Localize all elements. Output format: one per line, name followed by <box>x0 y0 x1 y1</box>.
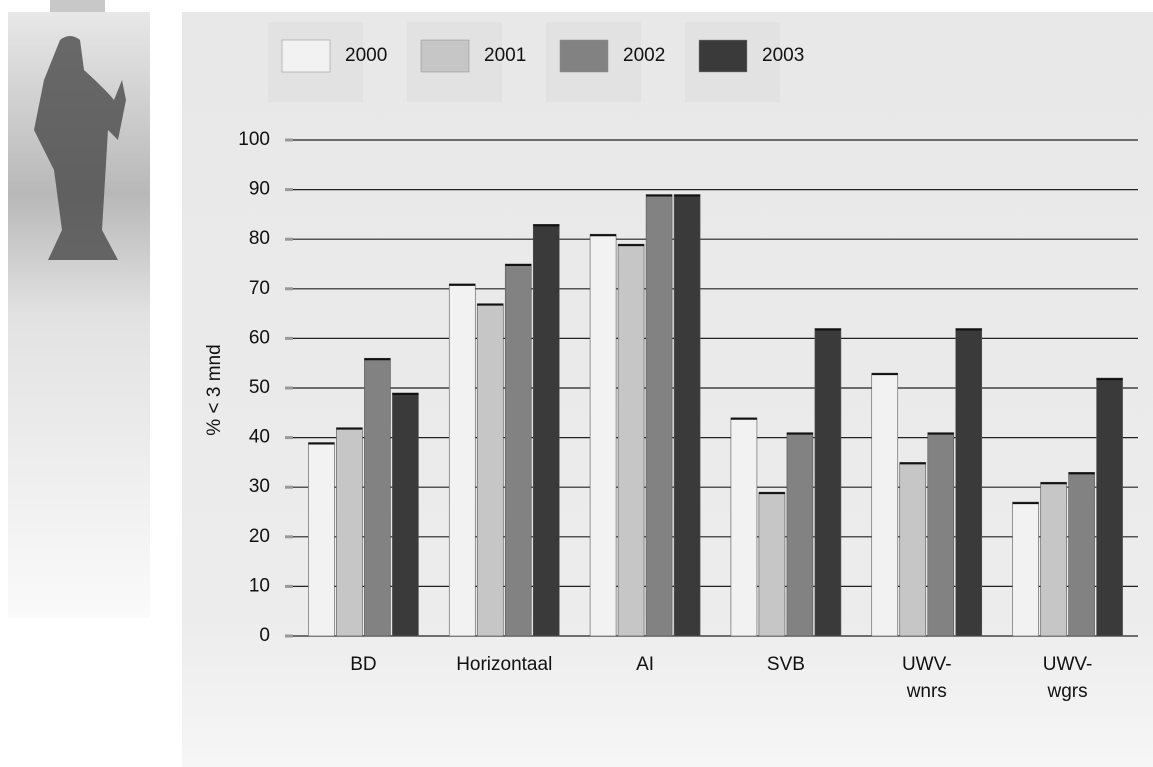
y-tick-label: 60 <box>249 327 270 348</box>
legend-label: 2003 <box>762 45 804 66</box>
bar <box>1096 377 1123 637</box>
tab <box>50 0 105 12</box>
legend-swatch <box>559 39 609 73</box>
y-tick-label: 10 <box>249 575 270 596</box>
y-tick-label: 70 <box>249 278 270 299</box>
bar <box>758 491 786 637</box>
bar <box>504 263 532 637</box>
bar <box>476 303 504 637</box>
y-tick-label: 50 <box>249 377 270 398</box>
y-tick-label: 90 <box>249 179 270 200</box>
bar <box>392 392 419 637</box>
x-tick-line: BD <box>350 654 376 675</box>
bar <box>532 224 560 637</box>
bar <box>955 328 983 637</box>
bar <box>336 427 363 637</box>
x-tick-label: SVB <box>767 654 805 675</box>
x-tick-label: Horizontaal <box>456 654 552 675</box>
legend-swatch <box>698 39 748 73</box>
x-tick-line: AI <box>636 654 654 675</box>
bar <box>673 194 701 637</box>
y-tick-label: 0 <box>259 625 270 646</box>
bar <box>786 432 814 637</box>
bar <box>364 357 391 637</box>
bar <box>448 283 476 637</box>
y-tick-label: 80 <box>249 228 270 249</box>
legend-label: 2000 <box>345 45 387 66</box>
legend-swatch <box>420 39 470 73</box>
bar <box>927 432 955 637</box>
x-tick-line: UWV- <box>902 654 952 675</box>
x-tick-label: UWV-wgrs <box>1043 654 1093 702</box>
y-tick-label: 40 <box>249 427 270 448</box>
legend-label: 2002 <box>623 45 665 66</box>
bar <box>1068 472 1095 637</box>
bar <box>589 233 617 637</box>
bar <box>899 462 927 637</box>
bar <box>1040 481 1067 637</box>
bar <box>814 328 842 637</box>
bar <box>730 417 758 637</box>
y-axis-label: % < 3 mnd <box>204 344 225 435</box>
x-tick-line: Horizontaal <box>456 654 552 675</box>
x-tick-line: SVB <box>767 654 805 675</box>
y-tick-label: 100 <box>238 129 270 150</box>
x-tick-line: wgrs <box>1047 681 1088 702</box>
legend-swatch <box>281 39 331 73</box>
legend-label: 2001 <box>484 45 526 66</box>
x-tick-label: AI <box>636 654 654 675</box>
x-tick-label: UWV-wnrs <box>902 654 952 702</box>
bar <box>1012 501 1039 637</box>
bar <box>308 442 335 637</box>
bar <box>871 372 899 637</box>
statue <box>34 36 126 260</box>
x-tick-label: BD <box>350 654 376 675</box>
bar <box>617 243 645 637</box>
x-tick-line: UWV- <box>1043 654 1093 675</box>
bar <box>645 194 673 637</box>
y-tick-label: 20 <box>249 526 270 547</box>
x-tick-line: wnrs <box>906 681 947 702</box>
y-tick-label: 30 <box>249 476 270 497</box>
